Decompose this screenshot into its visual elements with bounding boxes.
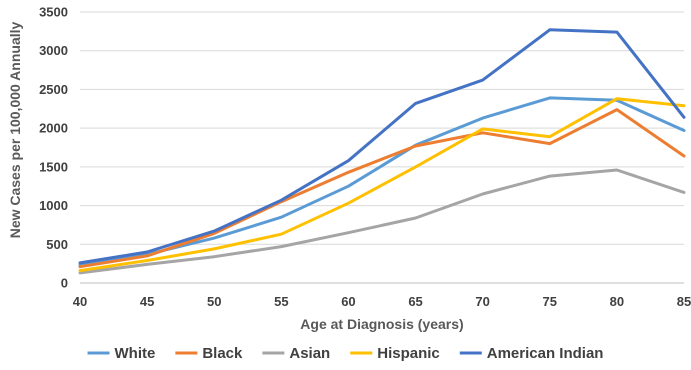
y-axis-ticks: 0 500 1000 1500 2000 2500 3000 3500: [39, 5, 68, 291]
x-tick-label: 60: [341, 294, 355, 309]
x-tick-label: 65: [408, 294, 422, 309]
y-tick-label: 0: [61, 276, 68, 291]
legend-label: Black: [202, 345, 243, 362]
legend-item-hispanic: Hispanic: [350, 345, 440, 362]
x-tick-label: 40: [73, 294, 87, 309]
legend-label: American Indian: [487, 345, 604, 362]
series-line-asian: [78, 168, 686, 275]
series-line-hispanic: [78, 97, 686, 273]
y-tick-label: 2000: [39, 121, 68, 136]
grid-lines: [80, 11, 684, 284]
legend-item-black: Black: [175, 345, 243, 362]
series-line-white: [78, 96, 686, 267]
x-tick-label: 80: [610, 294, 624, 309]
legend-item-asian: Asian: [262, 345, 330, 362]
legend-label: White: [115, 345, 156, 362]
legend-label: Asian: [289, 345, 330, 362]
y-tick-label: 2500: [39, 82, 68, 97]
x-tick-label: 75: [543, 294, 557, 309]
y-tick-label: 1500: [39, 159, 68, 174]
legend: White Black Asian Hispanic American Indian: [87, 345, 604, 362]
series-line-american-indian: [78, 28, 686, 265]
y-tick-label: 3500: [39, 5, 68, 20]
series-line-black: [78, 108, 686, 269]
x-axis-ticks: 40 45 50 55 60 65 70 75 80 85: [73, 294, 691, 309]
legend-item-american-indian: American Indian: [459, 345, 604, 362]
x-tick-label: 45: [140, 294, 154, 309]
x-tick-label: 70: [475, 294, 489, 309]
y-tick-label: 3000: [39, 43, 68, 58]
y-axis-title: New Cases per 100,000 Annually: [7, 21, 23, 238]
y-tick-label: 500: [46, 237, 68, 252]
y-tick-label: 1000: [39, 198, 68, 213]
x-tick-label: 50: [207, 294, 221, 309]
legend-label: Hispanic: [377, 345, 440, 362]
series-lines: [78, 28, 686, 275]
x-axis-title: Age at Diagnosis (years): [300, 316, 463, 332]
legend-item-white: White: [87, 345, 156, 362]
x-tick-label: 85: [677, 294, 691, 309]
x-tick-label: 55: [274, 294, 288, 309]
